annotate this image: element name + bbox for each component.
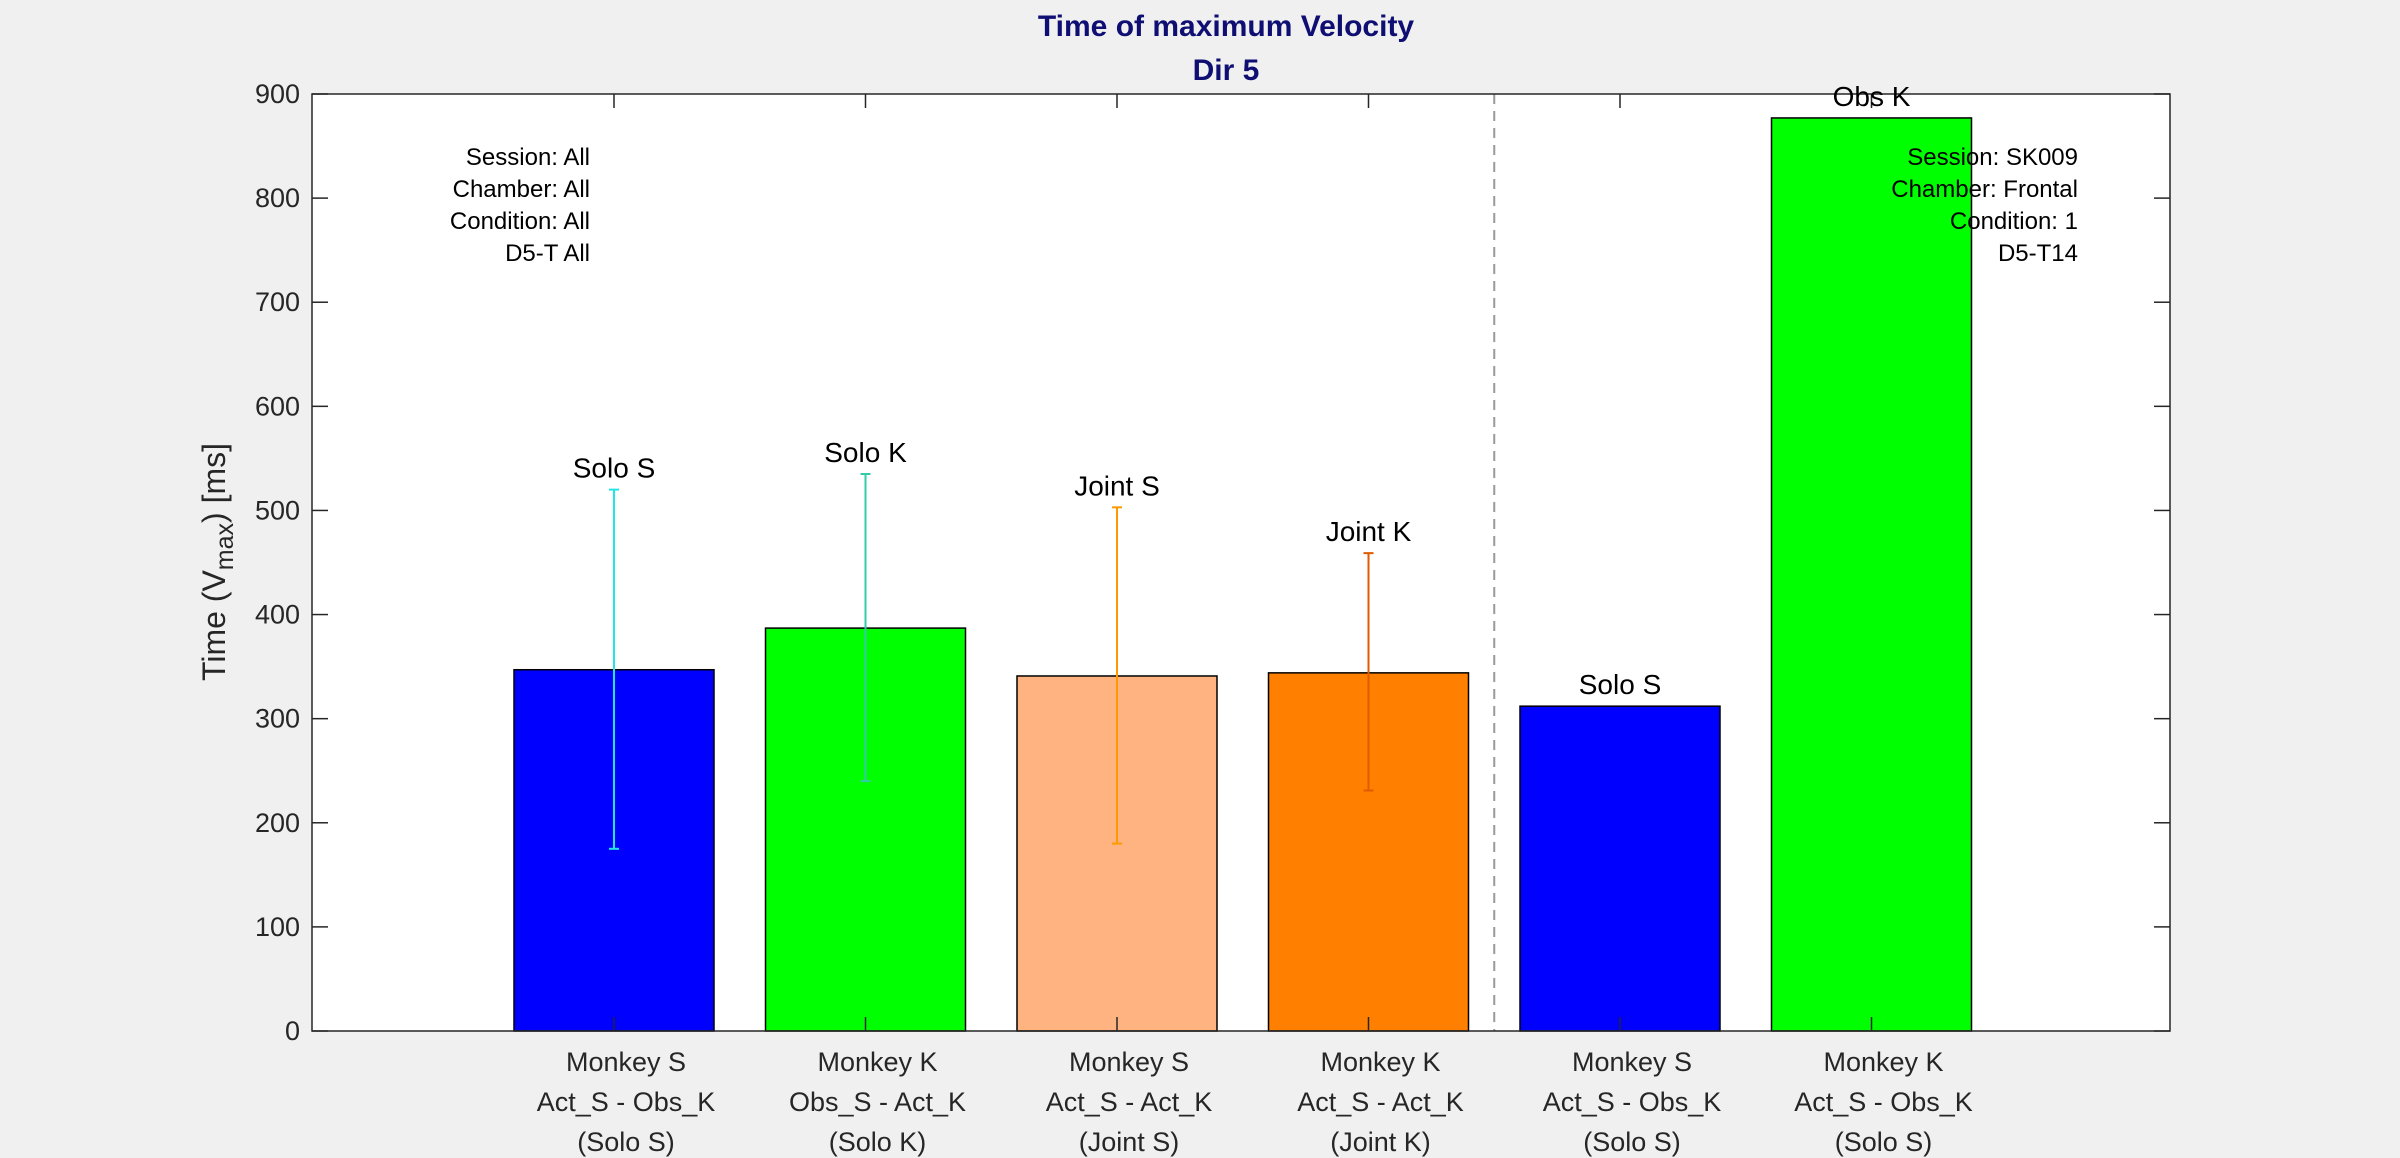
annot-right-line: Condition: 1	[1950, 208, 2078, 235]
annotation-right: Session: SK009 Chamber: Frontal Condition:…	[1891, 144, 2078, 267]
y-tick-label: 700	[255, 287, 300, 317]
y-axis-label-post: ) [ms]	[196, 443, 232, 523]
chart-title: Time of maximum Velocity	[1038, 10, 1415, 43]
y-axis-label-pre: Time (V	[196, 570, 232, 681]
y-tick-label: 400	[255, 600, 300, 630]
annot-left-line: Session: All	[466, 144, 590, 171]
y-tick-label: 800	[255, 183, 300, 213]
bar-5	[1519, 705, 1721, 1032]
annot-right-line: Chamber: Frontal	[1891, 176, 2078, 203]
annot-right-line: Session: SK009	[1907, 144, 2078, 171]
bar-label-1: Solo S	[573, 453, 656, 484]
bar-label-5: Solo S	[1579, 669, 1662, 700]
bars-group	[513, 117, 1973, 1032]
x-tick-label-5: Monkey S Act_S - Obs_K (Solo S)	[1543, 1047, 1722, 1157]
x-tick-label-1: Monkey S Act_S - Obs_K (Solo S)	[537, 1047, 716, 1157]
annot-left-line: Chamber: All	[453, 176, 590, 203]
y-tick-label: 300	[255, 704, 300, 734]
x-tick-label-3: Monkey S Act_S - Act_K (Joint S)	[1046, 1047, 1213, 1157]
annot-right-line: D5-T14	[1998, 240, 2078, 267]
x-tick-label-4: Monkey K Act_S - Act_K (Joint K)	[1297, 1047, 1464, 1157]
y-axis-label-sub: max	[211, 522, 239, 570]
y-axis-label: Time (Vmax) [ms]	[196, 443, 239, 681]
x-tick-labels: Monkey S Act_S - Obs_K (Solo S) Monkey K Obs…	[537, 1047, 1973, 1157]
plot-frame	[311, 93, 2171, 1032]
bar-label-6: Obs K	[1833, 81, 1911, 112]
annot-left-line: D5-T All	[505, 240, 590, 267]
x-tick-label-6: Monkey K Act_S - Obs_K (Solo S)	[1794, 1047, 1973, 1157]
bar-label-3: Joint S	[1074, 470, 1160, 501]
annotation-left: Session: All Chamber: All Condition: All D5…	[450, 144, 590, 267]
chart-subtitle: Dir 5	[1193, 54, 1260, 87]
errorbars-group	[609, 473, 1374, 850]
annot-left-line: Condition: All	[450, 208, 590, 235]
x-tick-label-2: Monkey K Obs_S - Act_K (Solo K)	[789, 1047, 966, 1157]
y-tick-label: 200	[255, 808, 300, 838]
bar-labels: Solo S Solo K Joint S Joint K Solo S Obs K	[573, 81, 1911, 700]
bar-6	[1770, 117, 1973, 1032]
y-tick-label: 600	[255, 391, 300, 421]
bar-label-2: Solo K	[824, 437, 907, 468]
y-tick-label: 0	[285, 1016, 300, 1046]
bar-label-4: Joint K	[1326, 516, 1412, 547]
y-tick-labels: 0 100 200 300 400 500 600 700 800 900	[255, 79, 300, 1046]
y-tick-label: 900	[255, 79, 300, 109]
y-tick-label: 100	[255, 912, 300, 942]
y-tick-label: 500	[255, 495, 300, 525]
